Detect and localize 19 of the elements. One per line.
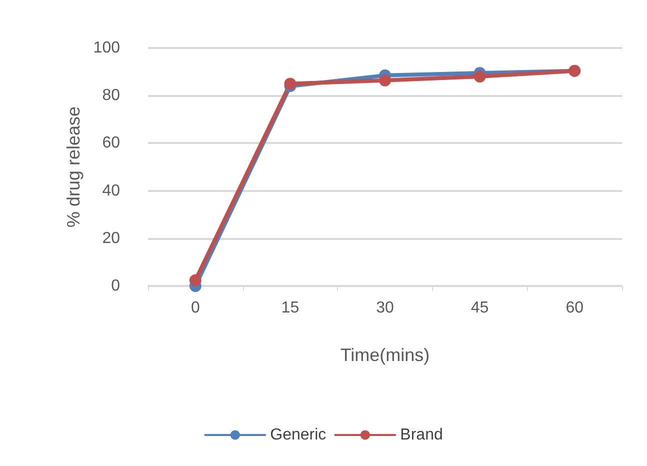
point	[189, 274, 202, 286]
point	[284, 78, 296, 90]
x-tick-label: 30	[376, 300, 394, 316]
y-tick-label: 20	[102, 230, 120, 247]
y-tick-label: 100	[93, 40, 120, 56]
y-tick-label: 80	[102, 87, 120, 104]
legend-label: Generic	[270, 426, 326, 444]
x-tick-label: 60	[566, 300, 584, 316]
x-tick-label: 0	[190, 300, 200, 316]
y-tick-label: 60	[102, 134, 120, 152]
y-tick-label: 40	[102, 182, 120, 200]
y-axis-title: % drug release	[63, 106, 84, 228]
legend-label: Brand	[400, 426, 443, 444]
x-axis-title: Time(mins)	[340, 345, 430, 365]
x-tick-label: 45	[470, 300, 489, 316]
x-tick-label: 15	[281, 300, 300, 316]
point	[379, 74, 391, 86]
y-tick-label: 0	[111, 278, 120, 294]
point	[474, 70, 486, 83]
